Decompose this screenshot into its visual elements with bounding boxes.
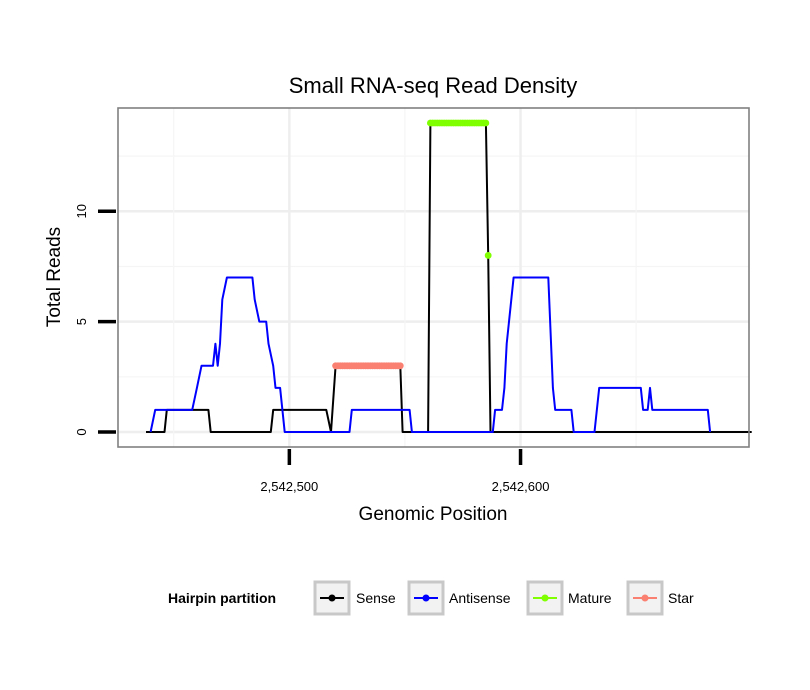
plot-border xyxy=(117,107,750,448)
legend-label: Antisense xyxy=(449,590,511,606)
legend-item-antisense: Antisense xyxy=(407,580,511,616)
series-line-sense xyxy=(146,122,752,433)
y-tick-label: 10 xyxy=(74,204,89,218)
legend-key-marker xyxy=(541,594,549,602)
y-tick-label: 0 xyxy=(74,428,89,435)
legend-key-marker xyxy=(422,594,430,602)
y-axis: 0 5 10 xyxy=(74,204,116,436)
legend-key-marker xyxy=(641,594,649,602)
data-point-mature xyxy=(484,252,492,259)
chart-title: Small RNA-seq Read Density xyxy=(289,73,578,98)
legend-item-star: Star xyxy=(626,580,694,616)
data-point-star xyxy=(396,362,404,370)
legend-key-marker xyxy=(328,594,336,602)
legend: Hairpin partition Sense Antisense Mature St… xyxy=(168,580,694,616)
legend-item-mature: Mature xyxy=(526,580,612,616)
legend-title: Hairpin partition xyxy=(168,590,276,606)
series-layer xyxy=(146,119,752,433)
y-axis-title: Total Reads xyxy=(44,227,65,327)
series-line-antisense xyxy=(149,276,712,433)
data-point-mature xyxy=(482,119,490,127)
plot-panel xyxy=(118,108,749,447)
legend-item-sense: Sense xyxy=(313,580,396,616)
y-tick-label: 5 xyxy=(74,318,89,325)
x-axis-title: Genomic Position xyxy=(359,504,508,525)
legend-label: Star xyxy=(668,590,694,606)
x-axis: 2,542,500 2,542,600 xyxy=(260,449,549,494)
legend-label: Mature xyxy=(568,590,612,606)
legend-label: Sense xyxy=(356,590,396,606)
x-tick-label: 2,542,500 xyxy=(260,479,318,494)
x-tick-label: 2,542,600 xyxy=(492,479,550,494)
